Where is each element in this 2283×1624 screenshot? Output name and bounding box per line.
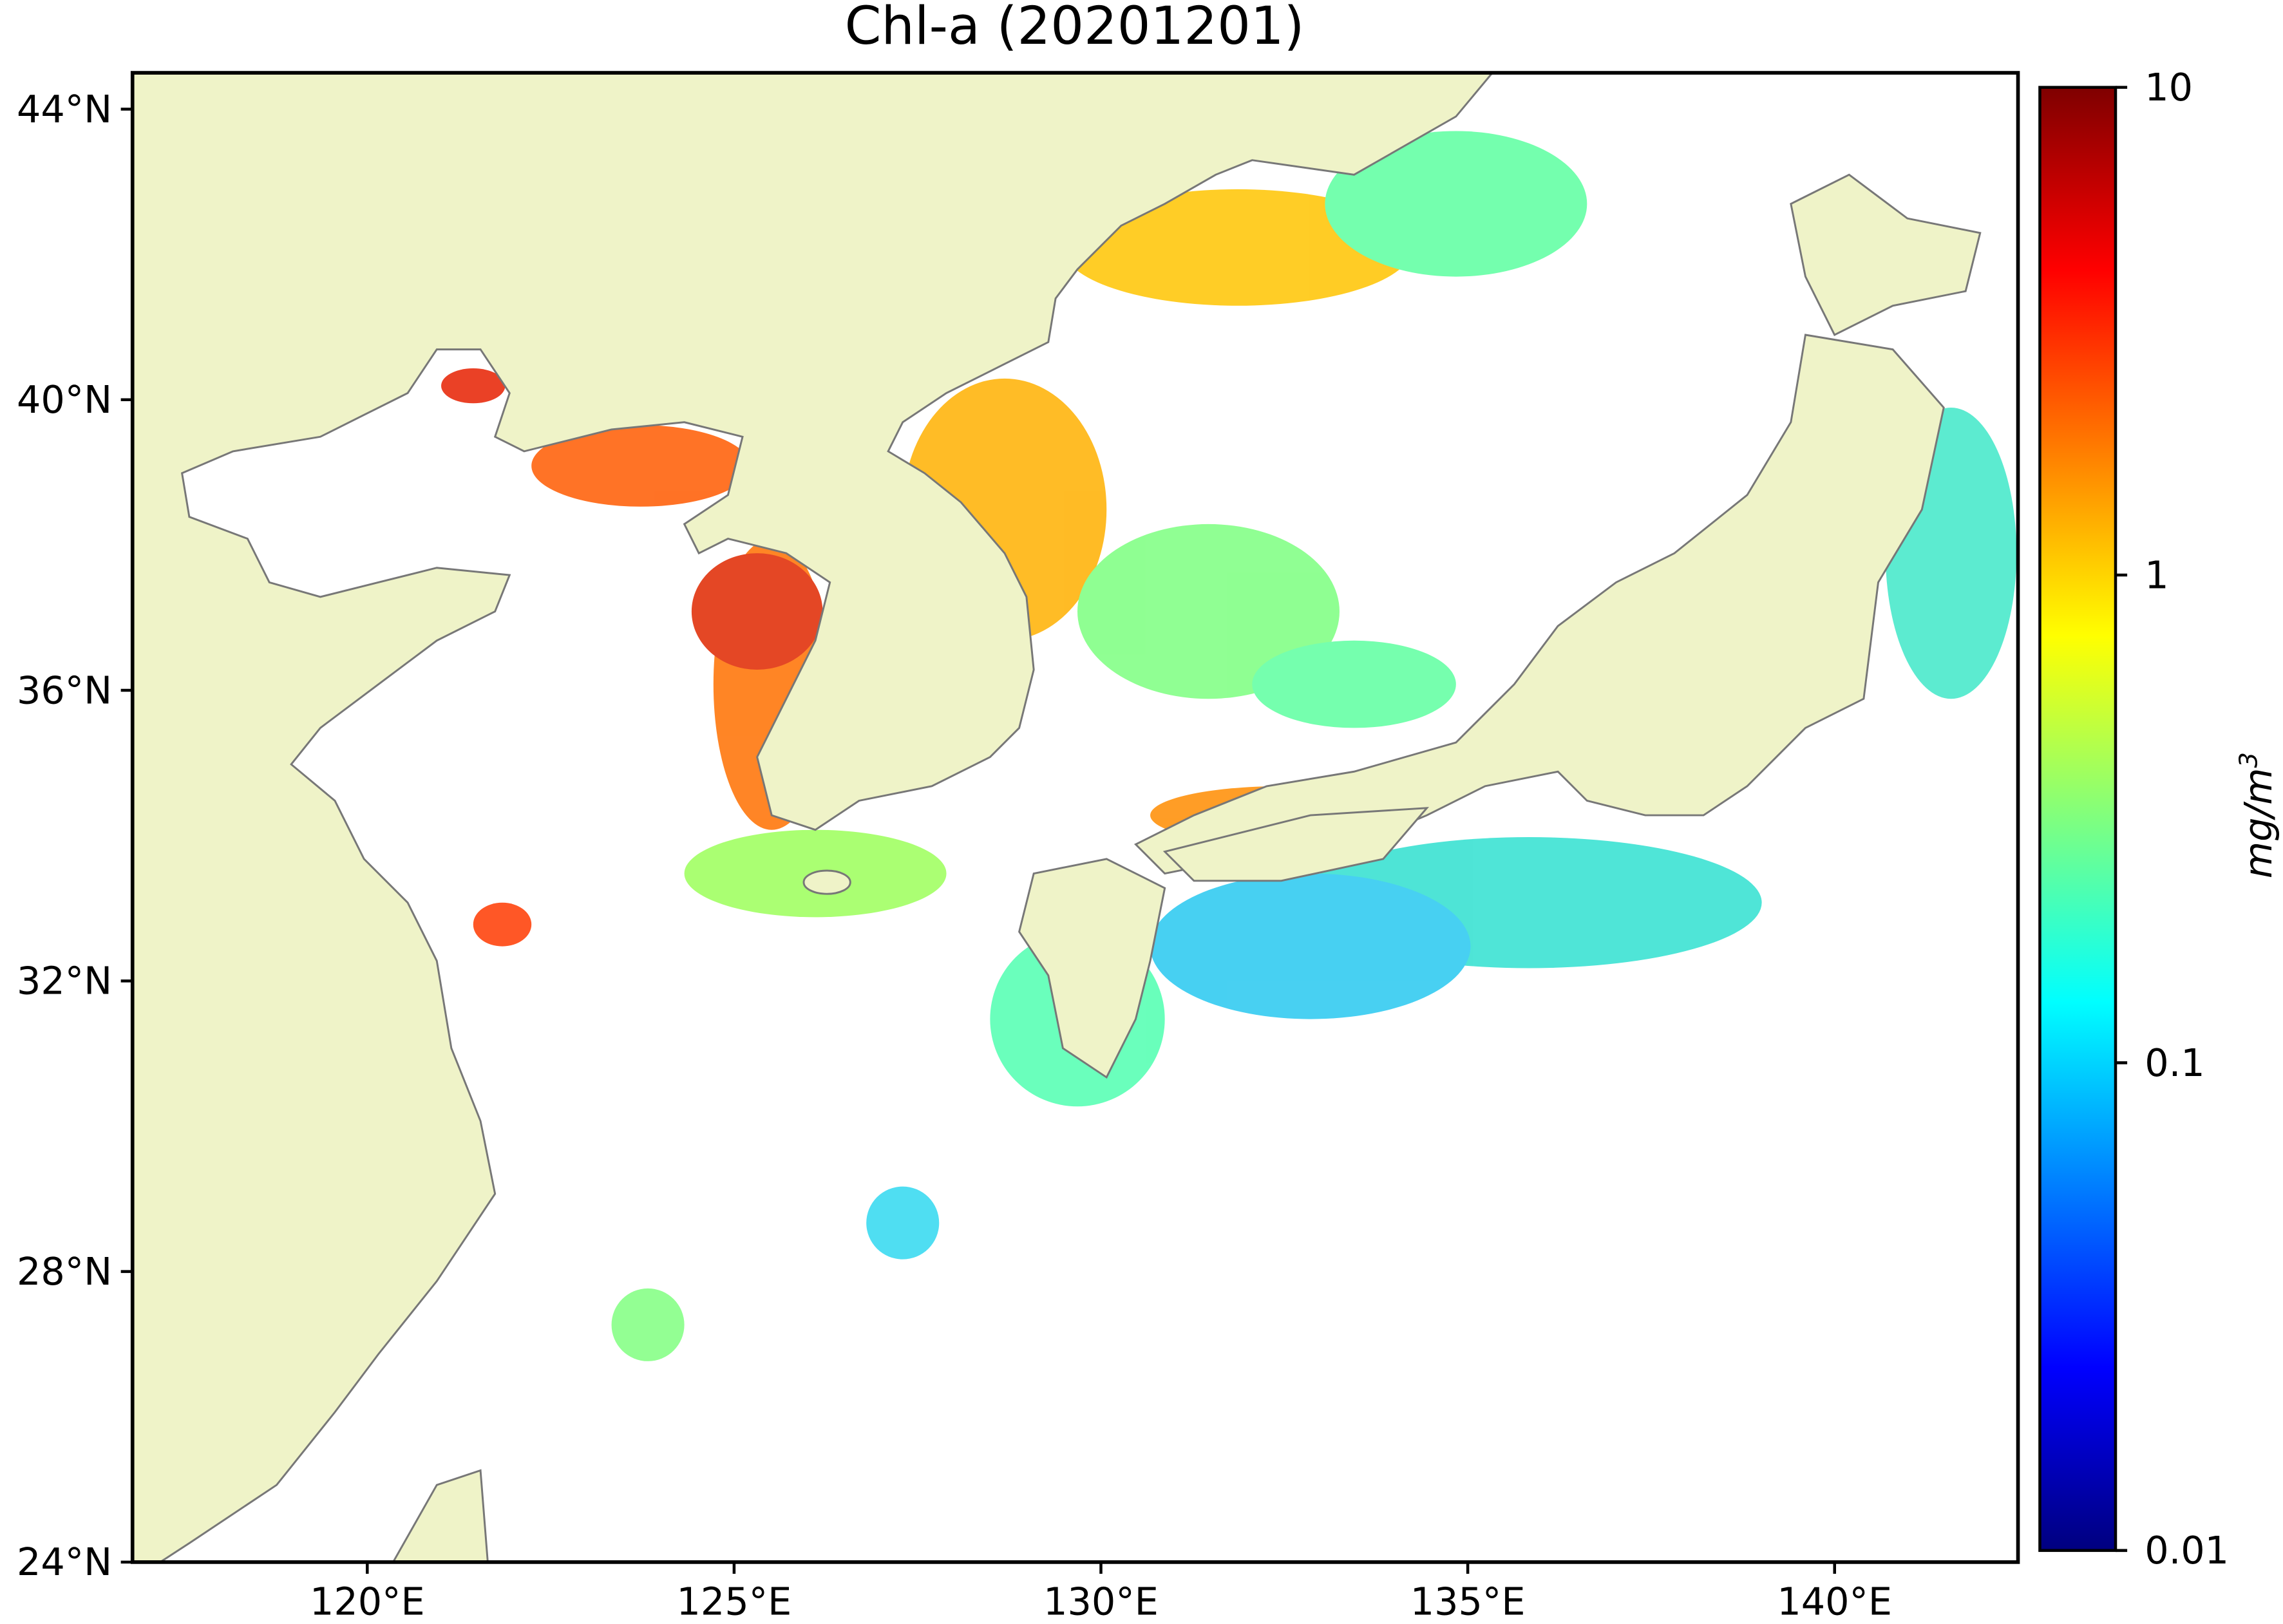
y-tick-label: 24°N [17,1540,112,1584]
colorbar-tick-label: 10 [2145,65,2193,109]
x-tick-label: 130°E [1043,1579,1159,1623]
mainland [132,73,1494,1562]
kyushu [1018,858,1166,1079]
y-tick-label: 32°N [17,959,112,1003]
colorbar-unit: mg/m [2236,768,2280,879]
taiwan [392,1469,489,1562]
patch [866,1186,940,1260]
patch [691,553,823,670]
colorbar-unit-exponent: 3 [2234,752,2263,768]
patch [531,425,750,507]
patch [1325,131,1587,277]
x-tick-label: 120°E [310,1579,425,1623]
land [132,73,1982,1562]
hokkaido [1790,173,1982,336]
shikoku [1162,807,1430,882]
jeju [802,869,851,895]
map-area [132,73,2018,1562]
map-frame [130,71,2020,1564]
colorbar-tick-label: 1 [2145,552,2168,597]
x-tick-label: 135°E [1410,1579,1526,1623]
colorbar [2038,86,2117,1553]
patch [1252,640,1456,728]
patch [611,1288,685,1361]
colorbar-tick-label: 0.01 [2145,1528,2229,1572]
patch [1077,524,1340,699]
y-tick-label: 40°N [17,377,112,422]
y-tick-label: 44°N [17,87,112,131]
y-tick-label: 28°N [17,1249,112,1294]
map-title: Chl-a (20201201) [845,0,1305,57]
colorbar-tick-label: 0.1 [2145,1041,2204,1085]
x-tick-label: 125°E [677,1579,792,1623]
patch [473,902,532,947]
patch [1063,189,1413,306]
y-tick-label: 36°N [17,668,112,712]
x-tick-label: 140°E [1777,1579,1892,1623]
patch [441,368,506,404]
patch [1150,873,1471,1019]
colorbar-label: mg/m3 [2234,752,2280,878]
